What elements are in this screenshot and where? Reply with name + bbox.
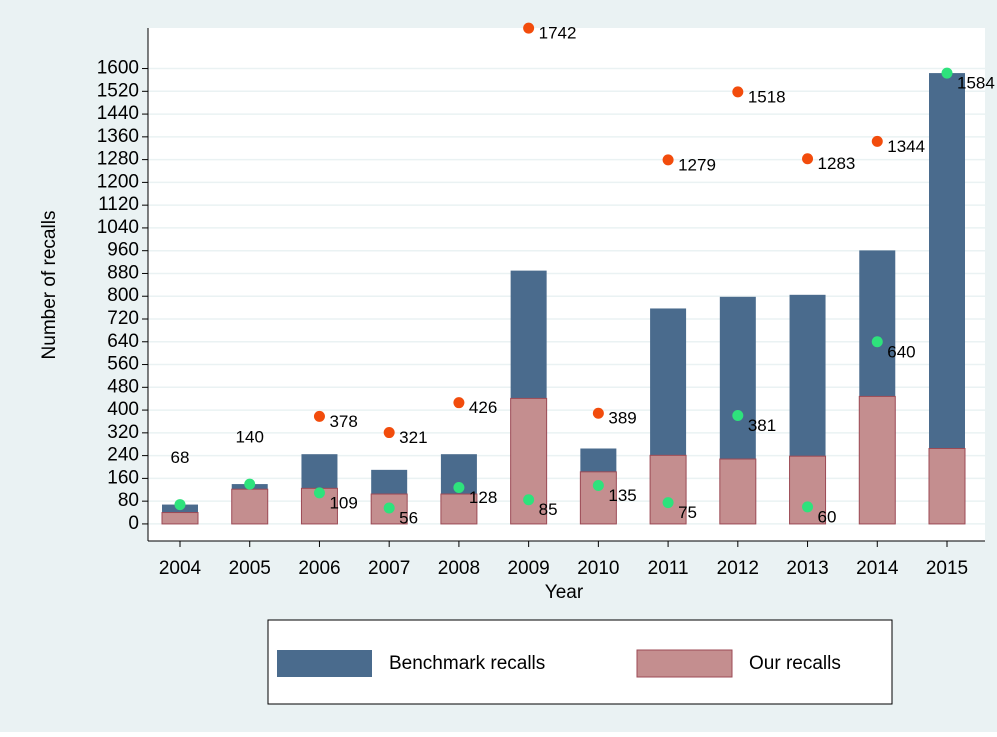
x-tick-label: 2011 — [648, 558, 689, 579]
point-label: 85 — [539, 500, 558, 519]
y-tick-label: 160 — [107, 467, 139, 488]
y-tick-label: 560 — [107, 354, 139, 375]
point — [313, 410, 325, 422]
point — [732, 86, 744, 98]
point-label: 640 — [887, 342, 915, 361]
point — [244, 478, 256, 490]
point-label: 1279 — [678, 155, 716, 174]
point-label: 60 — [818, 507, 837, 526]
x-tick-label: 2015 — [926, 558, 968, 579]
point — [871, 135, 883, 147]
y-tick-label: 720 — [107, 308, 139, 329]
bar — [231, 488, 269, 525]
y-tick-label: 480 — [107, 376, 139, 397]
point — [871, 336, 883, 348]
y-tick-label: 1360 — [97, 126, 139, 147]
point — [662, 154, 674, 166]
bar — [161, 512, 199, 525]
point — [592, 480, 604, 491]
y-tick-label: 1040 — [97, 217, 139, 238]
y-tick-label: 1600 — [97, 58, 139, 79]
y-tick-label: 1120 — [98, 194, 139, 215]
x-tick-label: 2013 — [786, 558, 828, 579]
x-tick-label: 2009 — [507, 558, 549, 579]
y-tick-label: 1440 — [97, 103, 139, 124]
y-tick-label: 880 — [107, 262, 139, 283]
point-label: 1344 — [887, 137, 925, 156]
point-label: 1584 — [957, 74, 995, 93]
x-tick-label: 2007 — [368, 558, 410, 579]
legend-swatch — [277, 650, 372, 677]
point-label: 1283 — [818, 154, 856, 173]
y-tick-label: 960 — [107, 240, 139, 261]
point — [453, 481, 465, 493]
legend-swatch — [636, 649, 733, 678]
point-label: 128 — [469, 488, 497, 507]
y-tick-label: 640 — [107, 331, 139, 352]
legend-label: Benchmark recalls — [389, 653, 545, 674]
point-label: 381 — [748, 416, 776, 435]
point-label: 1742 — [539, 24, 577, 43]
x-tick-label: 2008 — [438, 558, 480, 579]
point — [523, 22, 535, 34]
point — [453, 397, 465, 409]
point-label: 1518 — [748, 87, 786, 106]
y-tick-label: 1520 — [97, 80, 139, 101]
y-tick-label: 240 — [107, 445, 139, 466]
x-tick-label: 2006 — [298, 558, 340, 579]
point — [802, 501, 814, 513]
bar — [649, 454, 687, 525]
y-tick-label: 800 — [107, 285, 139, 306]
y-tick-label: 1280 — [97, 149, 139, 170]
point-label: 135 — [608, 486, 636, 505]
point — [662, 497, 674, 509]
point — [523, 494, 535, 506]
point — [941, 67, 953, 79]
y-tick-label: 400 — [107, 399, 139, 420]
point — [802, 153, 814, 165]
point — [313, 487, 325, 499]
point — [174, 499, 186, 511]
point — [732, 409, 744, 421]
x-tick-label: 2010 — [577, 558, 619, 579]
y-tick-label: 80 — [118, 490, 139, 511]
point-label: 378 — [329, 412, 357, 431]
point-label: 140 — [236, 428, 264, 447]
point-label: 426 — [469, 398, 497, 417]
bar — [440, 493, 478, 525]
x-tick-label: 2012 — [717, 558, 759, 579]
point-label: 56 — [399, 508, 418, 527]
y-tick-label: 320 — [107, 422, 139, 443]
bar — [789, 455, 827, 525]
point-label: 68 — [171, 448, 190, 467]
point-label: 75 — [678, 503, 697, 522]
y-axis-label: Number of recalls — [39, 211, 60, 360]
point-label: 389 — [608, 409, 636, 428]
x-tick-label: 2014 — [856, 558, 899, 579]
point — [383, 502, 395, 514]
y-tick-label: 0 — [128, 513, 139, 534]
point-label: 321 — [399, 428, 427, 447]
x-tick-label: 2004 — [159, 558, 202, 579]
point-label: 109 — [329, 493, 357, 512]
point — [592, 407, 604, 419]
y-tick-label: 1200 — [97, 171, 139, 192]
point — [383, 427, 395, 439]
bar — [928, 448, 966, 525]
x-axis-label: Year — [545, 582, 584, 603]
bar — [719, 458, 757, 525]
legend-label: Our recalls — [749, 653, 841, 674]
bar — [858, 395, 896, 525]
x-tick-label: 2005 — [229, 558, 271, 579]
